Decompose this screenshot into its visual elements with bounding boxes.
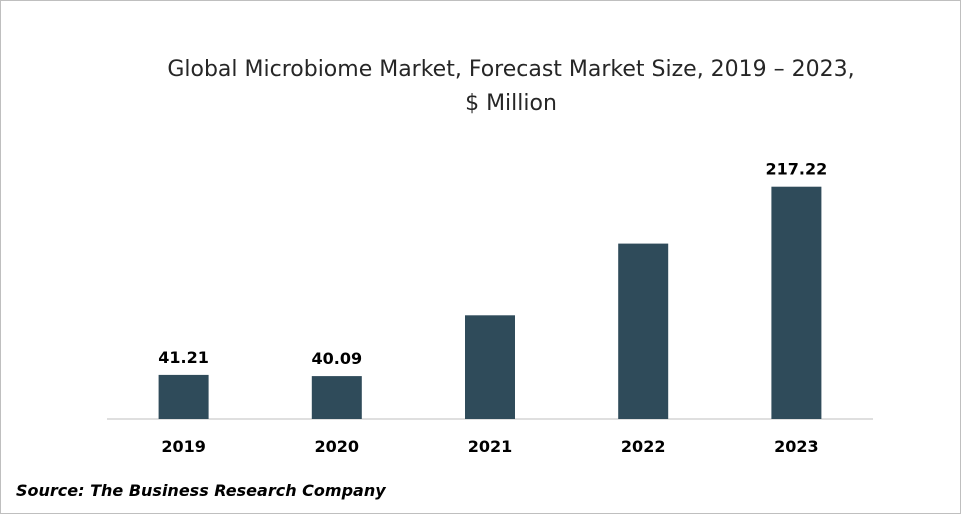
bar-2021 xyxy=(465,315,515,419)
data-label-2020: 40.09 xyxy=(311,349,362,368)
data-label-2023: 217.22 xyxy=(766,160,828,179)
x-tick-label-2019: 2019 xyxy=(161,437,206,456)
bar-2020 xyxy=(311,376,362,419)
source-note: Source: The Business Research Company xyxy=(16,481,386,500)
data-label-2019: 41.21 xyxy=(158,348,209,367)
chart-title: Global Microbiome Market, Forecast Marke… xyxy=(167,57,855,82)
x-tick-label-2022: 2022 xyxy=(621,437,666,456)
x-tick-label-2020: 2020 xyxy=(315,437,360,456)
chart-title-block: Global Microbiome Market, Forecast Marke… xyxy=(1,53,961,121)
chart-subtitle: $ Million xyxy=(465,91,557,116)
x-tick-label-2021: 2021 xyxy=(468,437,513,456)
bar-2023 xyxy=(771,186,822,419)
x-tick-label-2023: 2023 xyxy=(774,437,819,456)
bar-2019 xyxy=(158,374,209,419)
bar-2022 xyxy=(618,243,669,419)
